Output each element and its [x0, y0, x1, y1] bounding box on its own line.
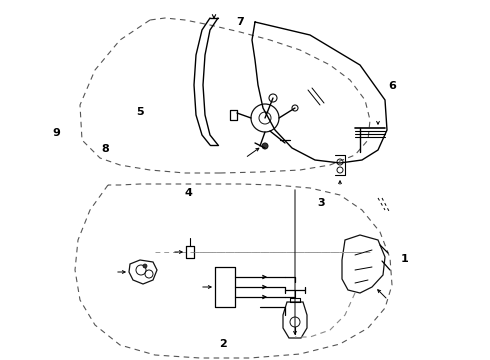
Text: 3: 3: [317, 198, 325, 208]
Text: 9: 9: [52, 128, 60, 138]
Text: 8: 8: [101, 144, 109, 154]
Circle shape: [143, 264, 147, 268]
Text: 1: 1: [400, 254, 408, 264]
Text: 5: 5: [136, 107, 144, 117]
Text: 6: 6: [388, 81, 396, 91]
Text: 7: 7: [236, 17, 244, 27]
Circle shape: [262, 143, 268, 149]
Text: 2: 2: [219, 339, 227, 349]
Text: 4: 4: [185, 188, 193, 198]
